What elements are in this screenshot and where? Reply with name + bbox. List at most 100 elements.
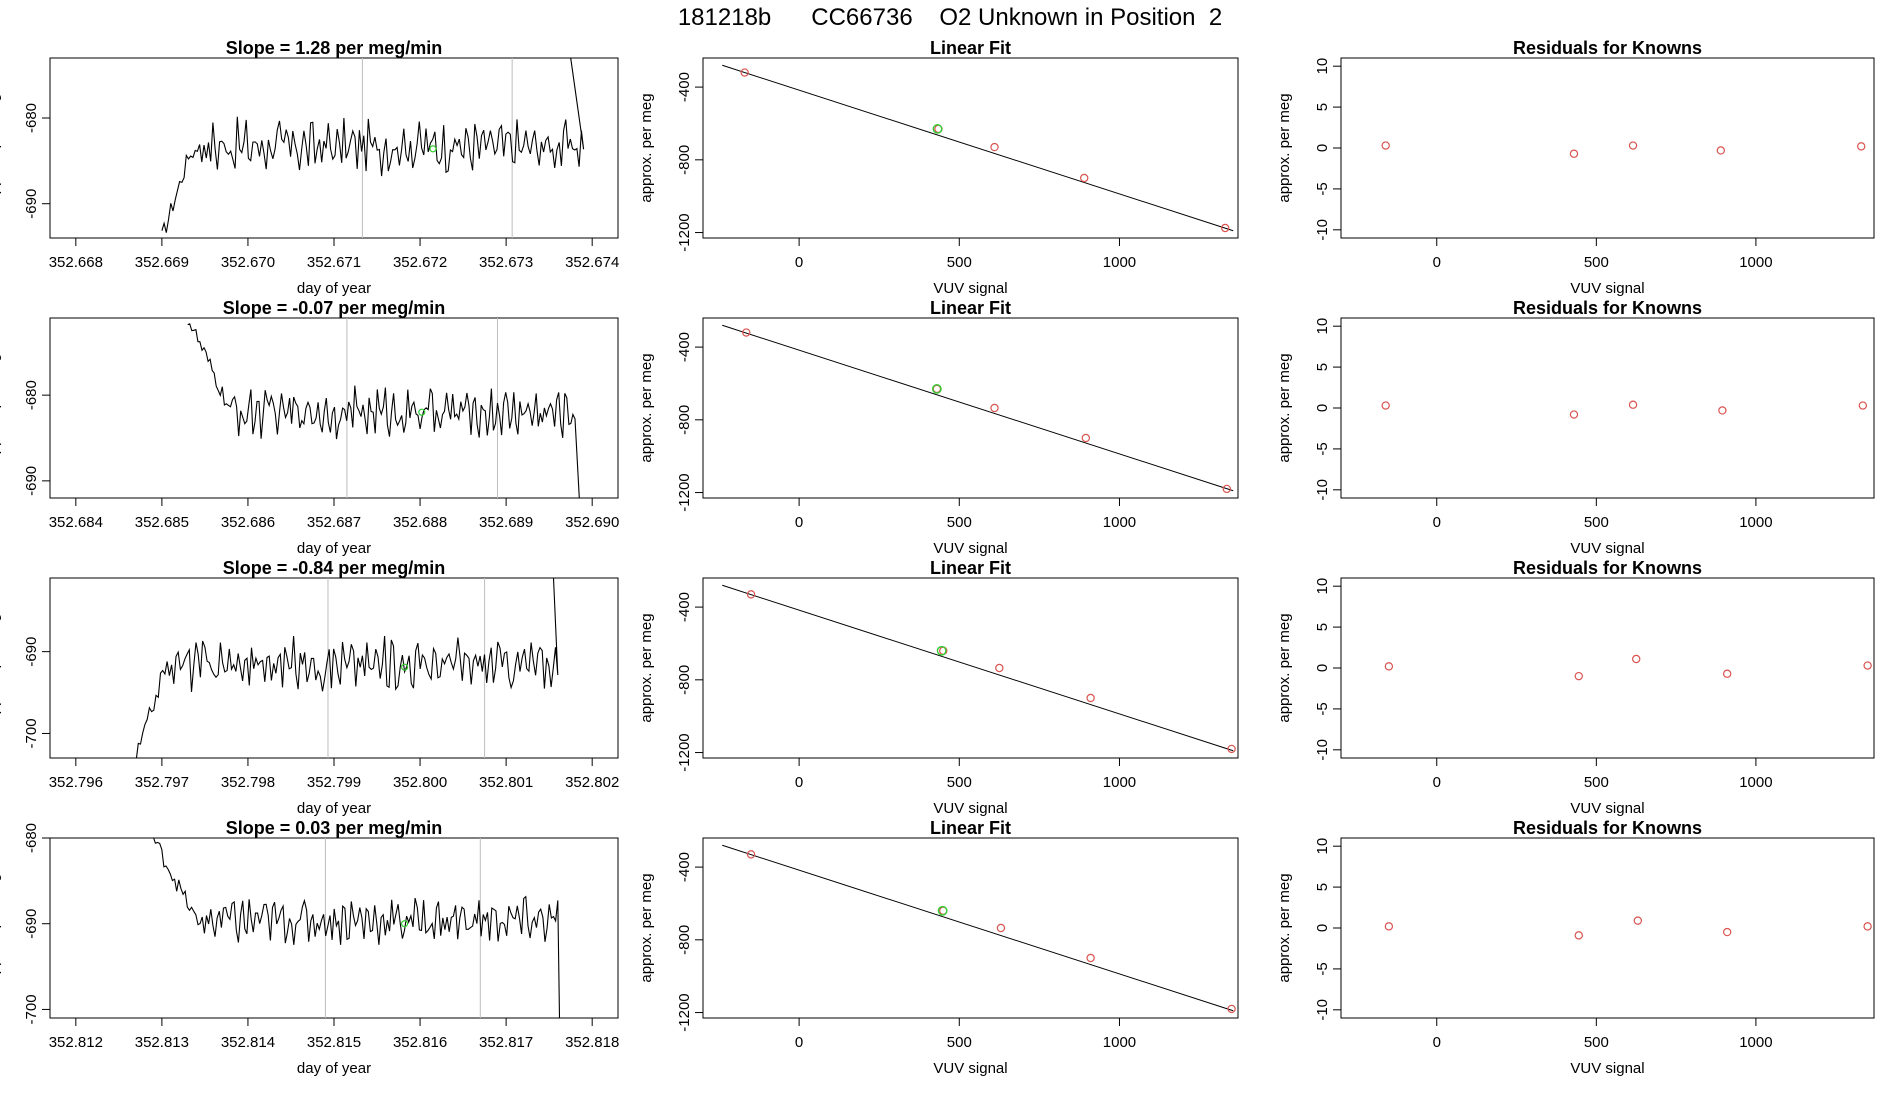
y-tick-label: -700 [23,994,40,1024]
y-tick-label: -5 [1314,442,1331,455]
residual-point [1574,671,1583,681]
y-tick-label: -400 [676,852,693,882]
y-axis-label: approx. per meg [638,353,655,462]
residual-point [1633,916,1643,925]
y-tick-label: -10 [1314,999,1331,1021]
known-point [740,68,749,77]
x-tick-label: 0 [1433,1034,1441,1051]
x-axis-label: VUV signal [933,540,1007,557]
y-tick-label: 10 [1314,58,1331,75]
x-tick-label: 1000 [1103,254,1136,271]
plot-title: Linear Fit [930,298,1011,318]
fit-line [722,324,1234,492]
x-tick-label: 352.796 [49,774,103,791]
y-tick-label: -400 [676,332,693,362]
x-tick-label: 352.800 [393,774,447,791]
plot-title: Residuals for Knowns [1513,818,1702,838]
y-axis-label: approx. per meg [638,613,655,722]
residual-point [1384,662,1394,671]
x-axis-label: VUV signal [1570,800,1644,817]
x-tick-label: 500 [947,514,972,531]
x-tick-label: 352.687 [307,514,361,531]
fit-line [722,64,1234,232]
y-tick-label: -10 [1314,479,1331,501]
x-tick-label: 500 [947,1034,972,1051]
y-tick-label: -5 [1314,962,1331,975]
x-tick-label: 352.670 [221,254,275,271]
y-tick-label: 0 [1314,404,1331,412]
x-tick-label: 500 [1584,254,1609,271]
x-tick-label: 500 [1584,1034,1609,1051]
residual-point [1718,406,1727,415]
unknown-point [400,663,409,671]
x-tick-label: 500 [947,774,972,791]
y-axis-label: approx. per meg [0,613,2,722]
plot-frame [1340,837,1875,1019]
plot-frame [702,577,1239,759]
known-point [1086,953,1095,963]
plot-title: Slope = -0.84 per meg/min [223,558,446,578]
x-tick-label: 352.672 [393,254,447,271]
y-tick-label: -800 [676,145,693,175]
known-point [990,142,999,152]
x-tick-label: 1000 [1103,514,1136,531]
data-trace [187,323,580,498]
y-tick-label: 5 [1314,103,1331,111]
fit-line [722,844,1234,1012]
residual-point [1569,149,1579,158]
plot-title: Linear Fit [930,38,1011,58]
x-tick-label: 500 [1584,514,1609,531]
unknown-point [931,384,942,394]
data-trace [135,578,559,758]
x-tick-label: 1000 [1739,254,1772,271]
unknown-point [937,905,948,916]
plot-frame [1340,57,1875,239]
x-tick-label: 352.674 [565,254,619,271]
residual-point [1863,922,1872,931]
x-tick-label: 352.688 [393,514,447,531]
known-point [742,328,751,337]
y-tick-label: 10 [1314,318,1331,335]
y-tick-label: -690 [23,466,40,496]
y-tick-label: 0 [1314,924,1331,932]
y-tick-label: -690 [23,189,40,219]
x-tick-label: 352.798 [221,774,275,791]
data-trace [153,838,561,1018]
data-trace [161,58,585,233]
x-axis-label: VUV signal [1570,280,1644,297]
plot-title: Residuals for Knowns [1513,38,1702,58]
x-tick-label: 352.671 [307,254,361,271]
x-tick-label: 352.673 [479,254,533,271]
y-tick-label: -400 [676,72,693,102]
unknown-point [932,124,943,134]
y-tick-label: -1200 [676,473,693,511]
x-axis-label: day of year [297,280,371,297]
plot-title: Residuals for Knowns [1513,298,1702,318]
plot-title: Linear Fit [930,558,1011,578]
x-tick-label: 352.817 [479,1034,533,1051]
y-tick-label: -690 [23,637,40,667]
x-tick-label: 352.685 [135,514,189,531]
y-axis-label: approx. per meg [1276,353,1293,462]
fit-line [722,584,1234,752]
x-tick-label: 352.669 [135,254,189,271]
unknown-point [418,408,426,416]
plot-frame [702,57,1239,239]
x-tick-label: 0 [1433,514,1441,531]
y-axis-label: approx. per meg [0,873,2,982]
x-tick-label: 1000 [1739,1034,1772,1051]
y-tick-label: -1200 [676,993,693,1031]
y-tick-label: -5 [1314,182,1331,195]
main-title: 181218b CC66736 O2 Unknown in Position 2 [677,4,1223,31]
x-axis-label: VUV signal [933,280,1007,297]
known-point [1086,693,1095,703]
x-tick-label: 352.797 [135,774,189,791]
unknown-point [429,145,437,153]
y-axis-label: approx. per meg [1276,873,1293,982]
plot-frame [49,57,619,239]
y-tick-label: -10 [1314,219,1331,241]
residual-point [1381,141,1390,150]
x-tick-label: 0 [795,1034,803,1051]
residual-point [1628,400,1638,409]
